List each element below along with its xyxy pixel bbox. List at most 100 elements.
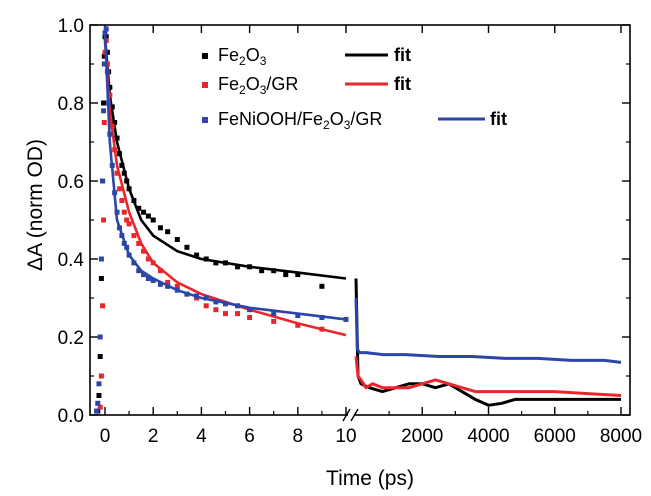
- data-point: [141, 248, 147, 254]
- x-tick-label: 8: [293, 426, 304, 447]
- data-point: [98, 256, 104, 262]
- data-point: [343, 316, 349, 322]
- data-point: [141, 209, 147, 215]
- data-point: [100, 178, 106, 184]
- y-tick-label: 0.6: [58, 172, 84, 193]
- legend-marker: [202, 117, 208, 123]
- legend-label-part: 3: [260, 83, 267, 97]
- data-point: [114, 170, 120, 176]
- data-point: [213, 260, 219, 266]
- legend-label-part: O: [246, 74, 260, 94]
- y-tick-label: 0.4: [58, 250, 85, 271]
- data-point: [150, 277, 156, 283]
- series-2: [94, 26, 622, 414]
- data-point: [136, 205, 142, 211]
- x-tick-label: 6000: [534, 426, 576, 447]
- legend-label: Fe2O3/GR: [218, 74, 298, 97]
- data-point: [101, 61, 107, 67]
- data-point: [145, 213, 151, 219]
- data-point: [98, 373, 104, 379]
- series-1: [97, 38, 622, 410]
- data-point: [184, 244, 190, 250]
- legend-label-part: 2: [239, 54, 246, 68]
- axis-break-gap: [348, 407, 354, 423]
- y-tick-label: 1.0: [58, 16, 84, 37]
- x-tick-label: 4000: [467, 426, 509, 447]
- data-point: [213, 307, 219, 313]
- data-point: [165, 229, 171, 235]
- data-point: [121, 209, 127, 215]
- legend-label-part: FeNiOOH/Fe: [218, 109, 323, 129]
- data-point: [247, 315, 253, 320]
- legend-label-part: 2: [239, 83, 246, 97]
- data-point: [100, 303, 106, 309]
- trace-line: [354, 297, 622, 364]
- x-tick-label: 4: [196, 426, 207, 447]
- data-point: [98, 276, 104, 281]
- data-point: [319, 283, 325, 289]
- data-point: [174, 237, 180, 242]
- data-point: [145, 256, 151, 262]
- plot-area: [94, 26, 622, 414]
- axis-break-mark: [350, 408, 359, 422]
- data-point: [136, 268, 142, 274]
- legend-label-part: O: [246, 45, 260, 65]
- legend-label-part: Fe: [218, 74, 239, 94]
- legend-fit-label: fit: [394, 74, 411, 94]
- fit-line: [103, 32, 347, 321]
- data-point: [174, 283, 180, 289]
- legend-label-part: /GR: [350, 109, 382, 129]
- data-point: [157, 225, 163, 231]
- data-point: [235, 264, 241, 270]
- data-point: [223, 311, 228, 317]
- data-point: [283, 272, 289, 278]
- y-tick-label: 0.8: [58, 94, 84, 115]
- data-point: [145, 276, 151, 281]
- data-point: [259, 268, 265, 274]
- legend-label: Fe2O3: [218, 45, 267, 68]
- data-point: [97, 404, 103, 410]
- data-point: [295, 322, 301, 328]
- data-point: [116, 186, 122, 192]
- data-point: [136, 240, 142, 246]
- data-point: [119, 198, 125, 203]
- x-tick-label: 6: [244, 426, 255, 447]
- legend-label-part: 3: [260, 54, 267, 68]
- series-0: [95, 34, 621, 414]
- legend-fit-label: fit: [490, 109, 507, 129]
- data-point: [165, 279, 171, 285]
- data-point: [101, 100, 107, 106]
- data-point: [141, 272, 147, 278]
- data-point: [124, 217, 130, 223]
- data-point: [235, 311, 241, 317]
- x-axis-title: Time (ps): [326, 467, 414, 490]
- data-point: [295, 272, 301, 278]
- legend-marker: [202, 53, 208, 59]
- data-point: [101, 108, 107, 114]
- data-point: [97, 354, 103, 359]
- x-tick-label: 8000: [600, 426, 642, 447]
- data-point: [103, 26, 109, 32]
- data-point: [101, 53, 107, 59]
- fit-line: [103, 40, 347, 337]
- data-point: [247, 307, 253, 313]
- y-axis-title: ΔA (norm OD): [24, 139, 47, 271]
- y-tick-label: 0.0: [58, 406, 84, 427]
- legend-label-part: Fe: [218, 45, 239, 65]
- data-point: [194, 252, 200, 258]
- data-point: [96, 381, 102, 387]
- data-point: [271, 311, 277, 317]
- x-tick-label: 2000: [401, 426, 443, 447]
- legend-label-part: /GR: [266, 74, 298, 94]
- data-point: [126, 221, 132, 227]
- y-tick-label: 0.2: [58, 328, 84, 349]
- data-point: [101, 120, 107, 125]
- data-point: [150, 217, 156, 223]
- x-tick-label: 2: [148, 426, 159, 447]
- data-point: [157, 268, 163, 274]
- data-point: [271, 318, 277, 324]
- x-tick-label: 0: [100, 426, 111, 447]
- data-point: [131, 233, 137, 239]
- legend-label-part: 3: [344, 118, 351, 132]
- legend-fit-label: fit: [394, 45, 411, 65]
